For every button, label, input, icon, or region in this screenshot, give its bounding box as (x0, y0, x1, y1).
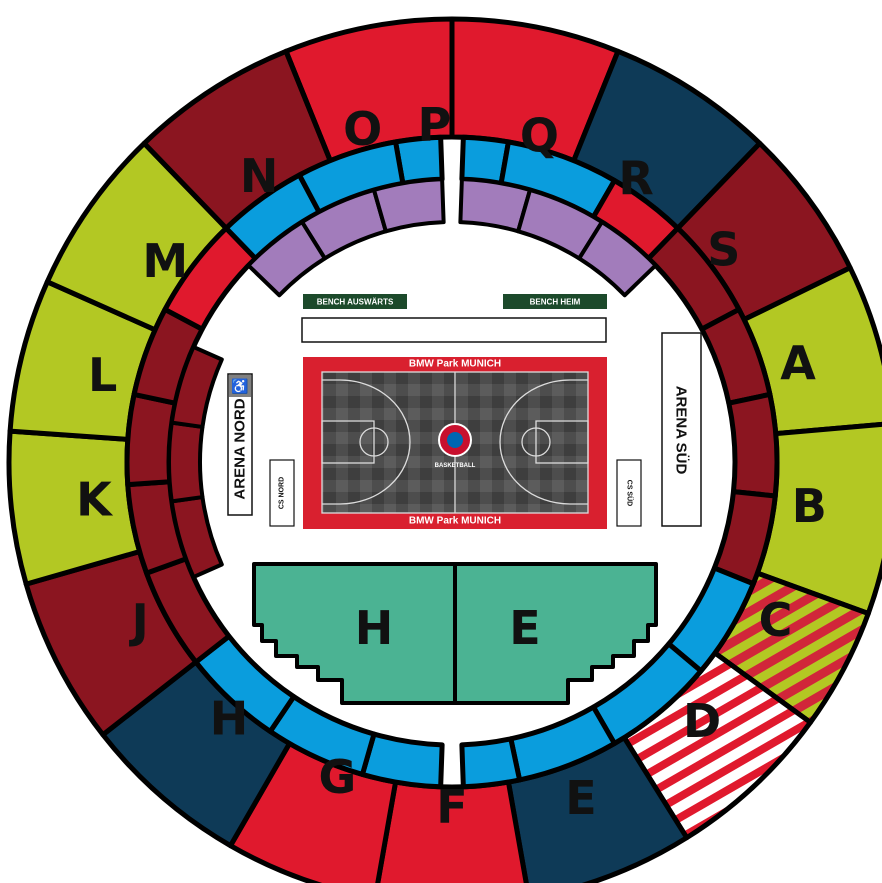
benches: BENCH AUSWÄRTS BENCH HEIM (301, 294, 607, 343)
block-label-o: O (343, 102, 382, 156)
bench-home-label: BENCH HEIM (530, 298, 581, 307)
block-label-a: A (780, 336, 816, 390)
cs-sued: CS SÜD (616, 459, 642, 527)
court-sponsor-top: BMW Park MUNICH (409, 359, 501, 370)
court-sponsor-bottom: BMW Park MUNICH (409, 516, 501, 527)
arena-nord-label: ARENA NORD (232, 398, 249, 499)
block-label-q: Q (520, 109, 559, 163)
arena-sued-box (661, 332, 702, 527)
middle-block-13[interactable] (359, 731, 445, 790)
block-label-c: C (759, 593, 793, 647)
scorer-table (301, 317, 607, 343)
block-label-k: K (76, 473, 114, 527)
cs-nord-label: CS NORD (279, 477, 286, 509)
block-label-f: F (436, 780, 467, 834)
inner-ring (167, 177, 658, 580)
block-label-d: D (683, 694, 721, 748)
floor-seating: H E (252, 562, 658, 705)
block-labels: P Q RS A B CD E F G H J K L MN O (76, 97, 827, 834)
block-label-p: P (417, 97, 451, 151)
side-block-3[interactable] (169, 344, 224, 429)
bench-away-label: BENCH AUSWÄRTS (317, 298, 394, 307)
block-label-r: R (618, 152, 653, 206)
floor-label-e: E (509, 601, 540, 655)
cs-nord-box (269, 459, 295, 527)
arena-sued: ARENA SÜD (661, 332, 702, 527)
arena-nord-box (227, 373, 253, 516)
side-block-2[interactable] (167, 420, 205, 504)
wheelchair-icon (229, 375, 251, 397)
upper-block-5[interactable] (577, 220, 658, 298)
block-label-j: J (129, 594, 149, 648)
middle-block-12[interactable] (459, 736, 523, 790)
block-label-l: L (88, 348, 117, 402)
block-label-b: B (792, 479, 827, 533)
club-logo-center (447, 432, 463, 448)
court-logo-text: BASKETBALL (435, 463, 476, 469)
bench-home (503, 294, 607, 309)
middle-block-7[interactable] (726, 391, 780, 499)
block-label-e: E (565, 771, 596, 825)
floor-block-e[interactable] (453, 562, 658, 705)
block-label-h: H (210, 692, 249, 746)
cs-sued-box (616, 459, 642, 527)
block-label-n: N (240, 149, 279, 203)
upper-block-6[interactable] (246, 220, 327, 298)
floor-block-h[interactable] (252, 562, 457, 705)
outer-ring (6, 16, 882, 883)
floor-label-h: H (355, 601, 394, 655)
cs-nord: CS NORD (269, 459, 295, 527)
block-label-m: M (142, 234, 188, 288)
arena-sued-label: ARENA SÜD (673, 386, 690, 475)
block-label-s: S (707, 223, 740, 277)
arena-nord: ♿ ARENA NORD (227, 373, 253, 516)
block-label-g: G (319, 750, 357, 804)
upper-block-2[interactable] (371, 177, 446, 234)
cs-sued-label: CS SÜD (626, 480, 635, 506)
bench-away (303, 294, 407, 309)
basketball-court: BASKETBALL BMW Park MUNICH BMW Park MUNI… (303, 357, 607, 529)
wheelchair-glyph: ♿ (231, 378, 248, 395)
